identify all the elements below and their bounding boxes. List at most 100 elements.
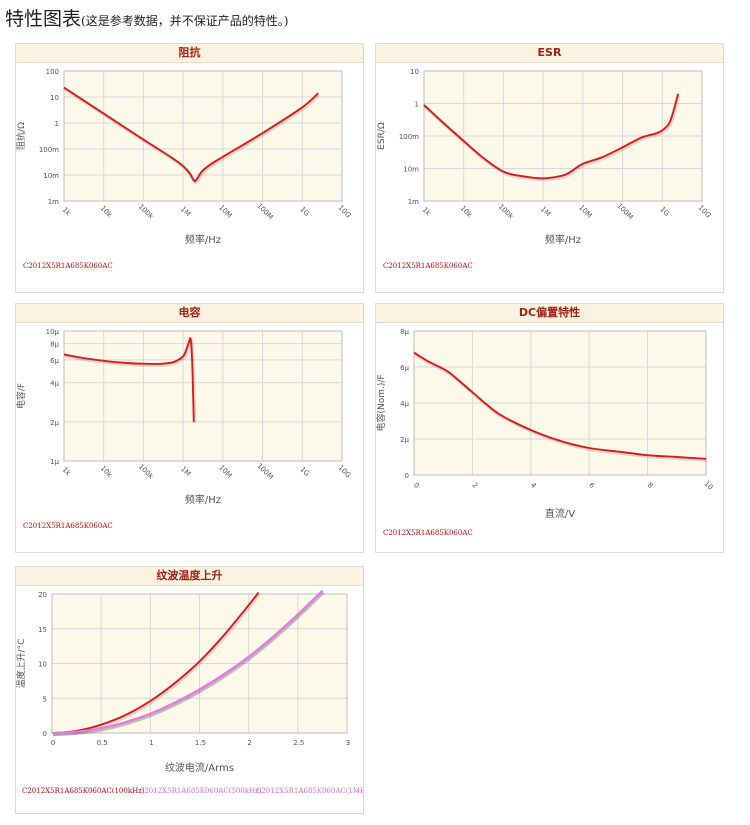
legend-entry: C2012X5R1A685K060AC(500kHz)	[139, 787, 262, 795]
y-tick-label: 2μ	[400, 436, 409, 444]
y-tick-label: 100m	[399, 133, 419, 141]
series-line	[63, 86, 319, 183]
x-axis-label: 频率/Hz	[545, 233, 581, 246]
y-tick-label: 0	[405, 472, 409, 480]
x-tick-label: 1G	[658, 205, 671, 218]
x-tick-label: 1k	[61, 466, 73, 478]
x-axis-label: 频率/Hz	[185, 233, 221, 246]
page-title-note: (这是参考数据，并不保证产品的特性。)	[81, 14, 289, 28]
x-tick-label: 10k	[99, 204, 114, 219]
x-tick-label: 1	[149, 739, 153, 747]
x-axis-label: 直流/V	[545, 507, 575, 520]
x-tick-label: 1M	[179, 465, 192, 478]
x-axis-label: 频率/Hz	[185, 493, 221, 506]
series-line-shadow	[52, 591, 325, 737]
dc-bias-panel: DC偏置特性 0 2 4 6 8 10 0 2μ 4μ 6μ 8μ 直流/V 电容(Nom.)/F C20…	[375, 303, 724, 553]
y-tick-label: 1m	[48, 198, 59, 206]
y-tick-label: 15	[38, 626, 47, 634]
ripple-panel: 纹波温度上升 0 0.5 1 1.5 2 2.5 3 0 5 10 15 20 纹波电流/Arms 温度上…	[15, 566, 364, 814]
y-tick-label: 0	[43, 730, 47, 738]
series-line	[423, 93, 680, 180]
y-axis-label: 电容(Nom.)/F	[376, 374, 387, 431]
x-tick-label: 3	[346, 739, 350, 747]
x-tick-label: 1k	[421, 206, 433, 218]
capacitance-panel: 电容 1k 10k 100k 1M 10M 100M 1G 10G 1μ 2μ 4μ 6μ 8μ 10μ 频…	[15, 303, 364, 553]
x-tick-label: 1k	[61, 206, 73, 218]
y-axis-label: 电容/F	[16, 383, 27, 409]
series-line	[51, 592, 260, 734]
y-tick-label: 2μ	[50, 419, 59, 427]
y-tick-label: 8μ	[400, 328, 409, 336]
y-tick-label: 1	[55, 120, 59, 128]
esr-chart: 1k 10k 100k 1M 10M 100M 1G 10G 1m 10m 100m 1 10 频率/Hz…	[377, 68, 713, 270]
x-tick-label: 10M	[217, 203, 233, 219]
x-tick-label: 1M	[179, 205, 192, 218]
legend-entry: C2012X5R1A685K060AC	[23, 262, 113, 270]
capacitance-chart: 1k 10k 100k 1M 10M 100M 1G 10G 1μ 2μ 4μ 6μ 8μ 10μ 频率/H…	[16, 328, 353, 530]
y-axis-label: 阻抗/Ω	[16, 122, 27, 150]
y-tick-label: 1μ	[50, 458, 59, 466]
x-tick-label: 2	[247, 739, 251, 747]
x-tick-label: 6	[587, 481, 596, 490]
x-tick-label: 100k	[497, 203, 516, 222]
y-tick-label: 4μ	[50, 380, 59, 388]
y-tick-label: 6μ	[50, 357, 59, 365]
esr-panel: ESR 1k 10k 100k 1M 10M 100M 1G 10G 1m 10m 100m 1 10 频…	[375, 43, 724, 293]
plot-frame	[51, 593, 348, 734]
impedance-chart: 1k 10k 100k 1M 10M 100M 1G 10G 1m 10m 100m 1 10 100 频率…	[16, 68, 353, 270]
x-tick-label: 100k	[137, 203, 156, 222]
legend-entry: C2012X5R1A685K060AC	[23, 522, 113, 530]
y-axis-label: ESR/Ω	[377, 122, 387, 150]
dc-bias-chart: 0 2 4 6 8 10 0 2μ 4μ 6μ 8μ 直流/V 电容(Nom.)/F C2012X5R1A…	[376, 328, 714, 537]
x-axis-label: 纹波电流/Arms	[165, 761, 234, 774]
chart-title: 纹波温度上升	[16, 567, 363, 586]
y-tick-label: 1m	[408, 198, 419, 206]
x-tick-label: 100M	[615, 202, 634, 221]
x-tick-label: 1G	[298, 465, 311, 478]
legend-entry: C2012X5R1A685K060AC(100kHz)	[22, 787, 145, 795]
x-tick-label: 0.5	[97, 739, 108, 747]
x-tick-label: 10	[702, 480, 714, 492]
x-tick-label: 10G	[337, 204, 353, 220]
y-tick-label: 5	[43, 695, 47, 703]
x-tick-label: 0	[412, 481, 421, 490]
y-tick-label: 10m	[403, 166, 419, 174]
y-tick-label: 100	[46, 68, 59, 76]
plot-frame	[423, 70, 703, 202]
plot-frame	[63, 70, 343, 202]
page-title: 特性图表(这是参考数据，并不保证产品的特性。)	[5, 4, 288, 31]
x-tick-label: 4	[529, 481, 538, 490]
x-tick-label: 10k	[99, 464, 114, 479]
x-tick-label: 1M	[539, 205, 552, 218]
page-title-main: 特性图表	[5, 8, 82, 30]
y-tick-label: 10m	[43, 172, 59, 180]
x-tick-label: 100M	[255, 202, 274, 221]
x-tick-label: 100k	[137, 463, 156, 482]
y-tick-label: 4μ	[400, 400, 409, 408]
legend-entry: C2012X5R1A685K060AC	[383, 262, 473, 270]
y-axis-label: 温度上升/°C	[16, 639, 27, 689]
ripple-chart: 0 0.5 1 1.5 2 2.5 3 0 5 10 15 20 纹波电流/Arms 温度上升/°C C20…	[16, 589, 363, 795]
chart-title: 阻抗	[16, 44, 363, 63]
x-tick-label: 8	[646, 481, 655, 490]
chart-title: DC偏置特性	[376, 304, 723, 323]
x-tick-label: 2.5	[293, 739, 304, 747]
y-tick-label: 10	[38, 661, 47, 669]
x-tick-label: 10G	[337, 464, 353, 480]
legend-entry: C2012X5R1A685K060AC(1MHz)	[256, 787, 363, 795]
chart-title: 电容	[16, 304, 363, 323]
x-tick-label: 100M	[255, 462, 274, 481]
impedance-panel: 阻抗 1k 10k 100k 1M 10M 100M 1G 10G 1m 10m 100m 1 10 10…	[15, 43, 364, 293]
y-tick-label: 10	[410, 68, 419, 76]
y-tick-label: 8μ	[50, 341, 59, 349]
series-line-shadow	[52, 590, 325, 737]
y-tick-label: 10μ	[46, 328, 60, 336]
series-line	[413, 351, 707, 460]
x-tick-label: 1G	[298, 205, 311, 218]
y-tick-label: 100m	[39, 146, 59, 154]
plot-area	[64, 331, 342, 461]
x-tick-label: 10M	[217, 463, 233, 479]
x-tick-label: 10G	[697, 204, 713, 220]
x-tick-label: 0	[51, 739, 55, 747]
x-tick-label: 1.5	[195, 739, 206, 747]
